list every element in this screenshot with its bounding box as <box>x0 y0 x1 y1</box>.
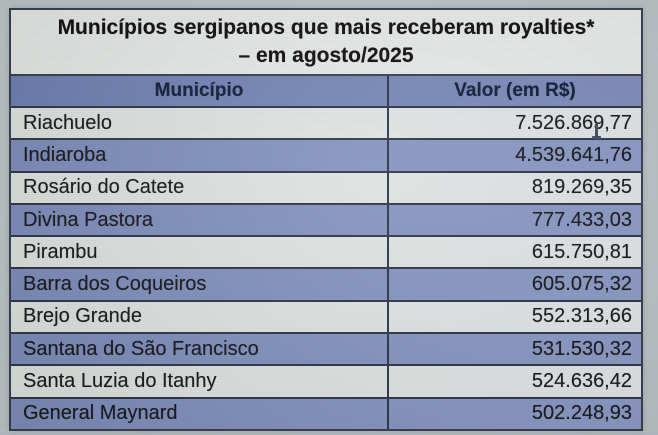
municipio-cell: Brejo Grande <box>11 301 389 333</box>
valor-cell: 524.636,42 <box>531 370 632 393</box>
municipio-cell: Santana do São Francisco <box>11 334 389 365</box>
valor-cell: 605.075,32 <box>531 273 632 296</box>
municipio-cell: Indiaroba <box>11 140 389 171</box>
municipio-cell: Pirambu <box>11 237 389 268</box>
valor-cell: 7.526.869,77 <box>515 111 632 134</box>
royalties-table: Municípios sergipanos que mais receberam… <box>9 8 643 431</box>
text-cursor-icon <box>592 123 601 139</box>
municipio-cell: Riachuelo <box>11 108 389 139</box>
column-header-municipio: Município <box>11 76 389 106</box>
table-row: Santana do São Francisco 531.530,32 <box>11 332 641 365</box>
table-body: Riachuelo 7.526.869,77 Indiaroba 4.539.6… <box>11 108 641 429</box>
table-row: Rosário do Catete 819.269,35 <box>11 170 641 203</box>
table-row: Barra dos Coqueiros 605.075,32 <box>11 267 641 300</box>
municipio-cell: Rosário do Catete <box>11 172 389 203</box>
valor-cell: 502.248,93 <box>531 402 632 425</box>
valor-cell: 4.539.641,76 <box>515 143 632 166</box>
column-header-valor: Valor (em R$) <box>454 80 576 101</box>
valor-cell: 615.750,81 <box>531 240 632 263</box>
valor-cell: 819.269,35 <box>531 176 632 199</box>
municipio-cell: General Maynard <box>11 398 389 429</box>
table-row: General Maynard 502.248,93 <box>11 396 641 429</box>
table-row: Indiaroba 4.539.641,76 <box>11 138 641 171</box>
table-title-line2: – em agosto/2025 <box>238 44 414 67</box>
valor-cell: 777.433,03 <box>531 208 632 231</box>
table-row: Pirambu 615.750,81 <box>11 235 641 268</box>
municipio-cell: Barra dos Coqueiros <box>11 269 389 300</box>
municipio-cell: Santa Luzia do Itanhy <box>11 366 389 397</box>
table-row: Brejo Grande 552.313,66 <box>11 299 641 333</box>
table-row: Riachuelo 7.526.869,77 <box>11 108 641 139</box>
municipio-cell: Divina Pastora <box>11 204 389 236</box>
valor-cell: 552.313,66 <box>531 305 632 328</box>
table-title: Municípios sergipanos que mais receberam… <box>11 10 641 76</box>
table-row: Divina Pastora 777.433,03 <box>11 202 641 236</box>
table-header-row: Município Valor (em R$) <box>11 76 641 108</box>
table-row: Santa Luzia do Itanhy 524.636,42 <box>11 364 641 397</box>
valor-cell: 531.530,32 <box>531 337 632 360</box>
table-title-line1: Municípios sergipanos que mais receberam… <box>57 16 595 40</box>
